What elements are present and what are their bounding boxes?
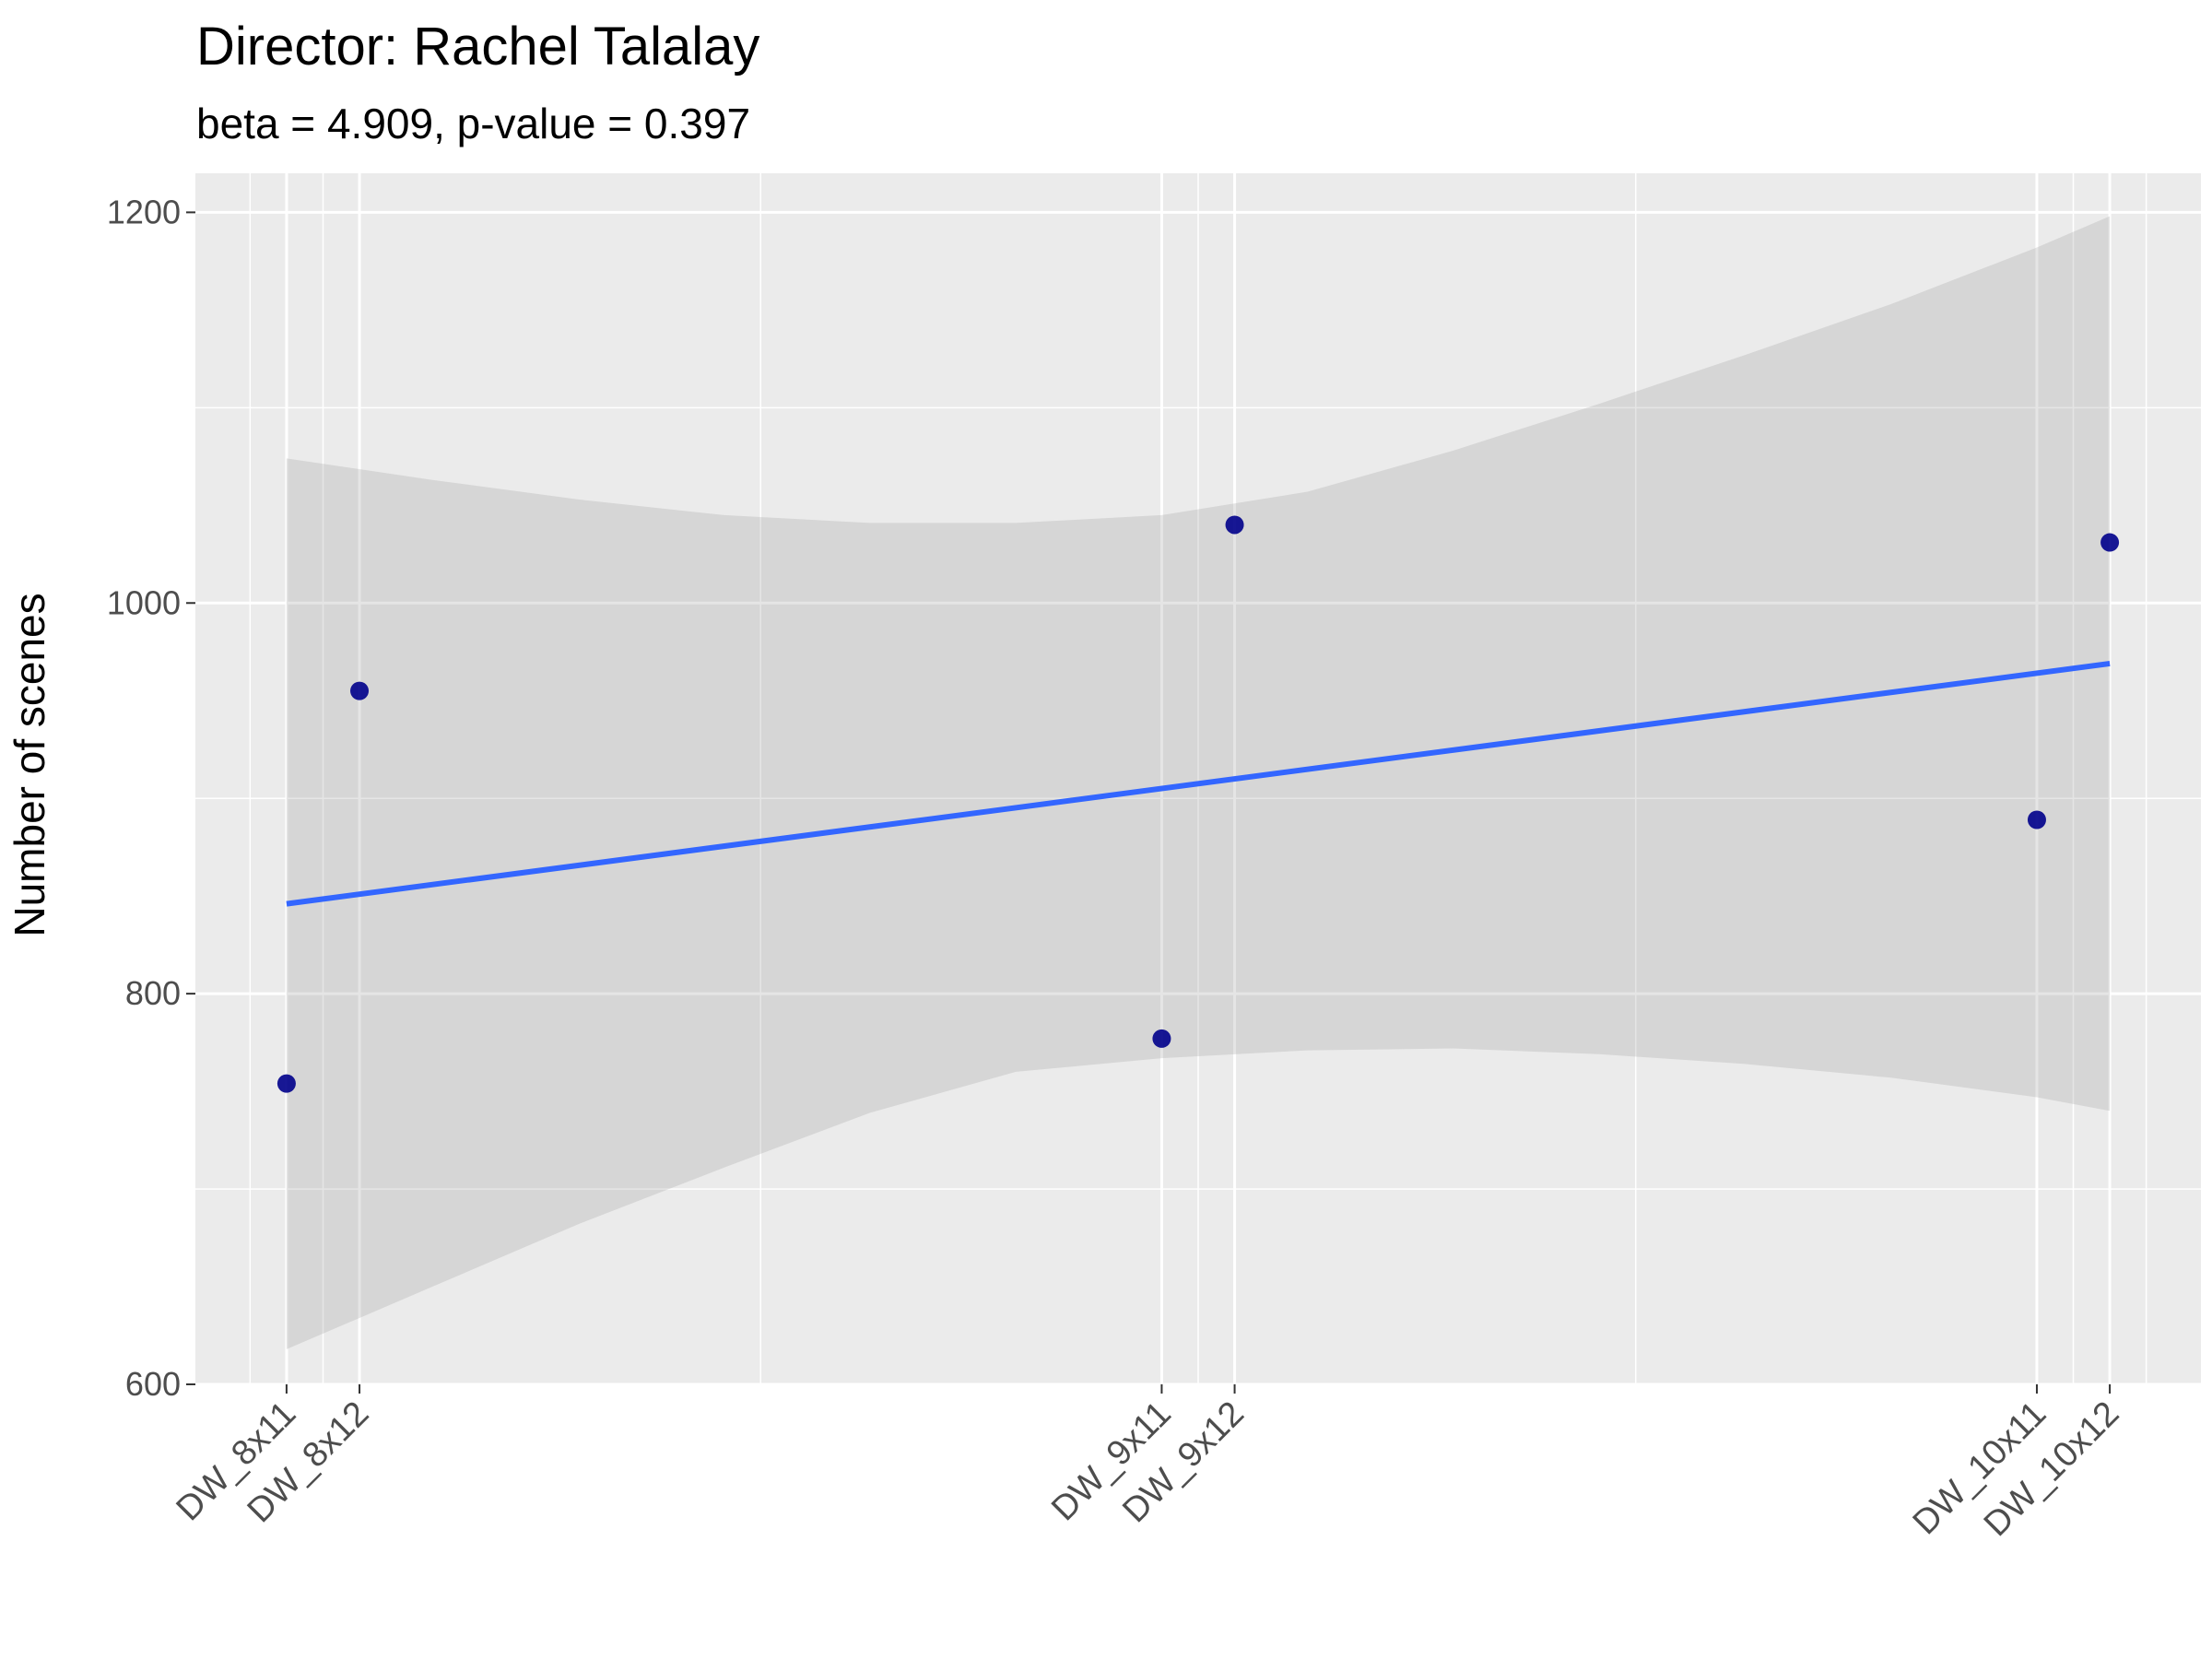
chart-title: Director: Rachel Talalay bbox=[196, 17, 759, 76]
data-point bbox=[2027, 810, 2046, 830]
y-tick-label: 1000 bbox=[107, 583, 181, 621]
y-axis: 600 800 1000 1200 bbox=[107, 193, 195, 1403]
data-point bbox=[2100, 533, 2120, 552]
y-axis-label: Number of scenes bbox=[6, 593, 53, 936]
data-point bbox=[1152, 1029, 1171, 1048]
data-points bbox=[276, 515, 2120, 1093]
minor-gridlines bbox=[195, 173, 2201, 1384]
data-point bbox=[1225, 515, 1244, 535]
data-point bbox=[276, 1074, 296, 1093]
chart-subtitle: beta = 4.909, p-value = 0.397 bbox=[196, 100, 750, 147]
y-tick-label: 800 bbox=[125, 974, 181, 1012]
data-point bbox=[350, 681, 370, 700]
y-tick-label: 600 bbox=[125, 1365, 181, 1403]
major-gridlines bbox=[195, 173, 2201, 1386]
y-tick-label: 1200 bbox=[107, 193, 181, 230]
fit-line bbox=[286, 660, 2111, 907]
